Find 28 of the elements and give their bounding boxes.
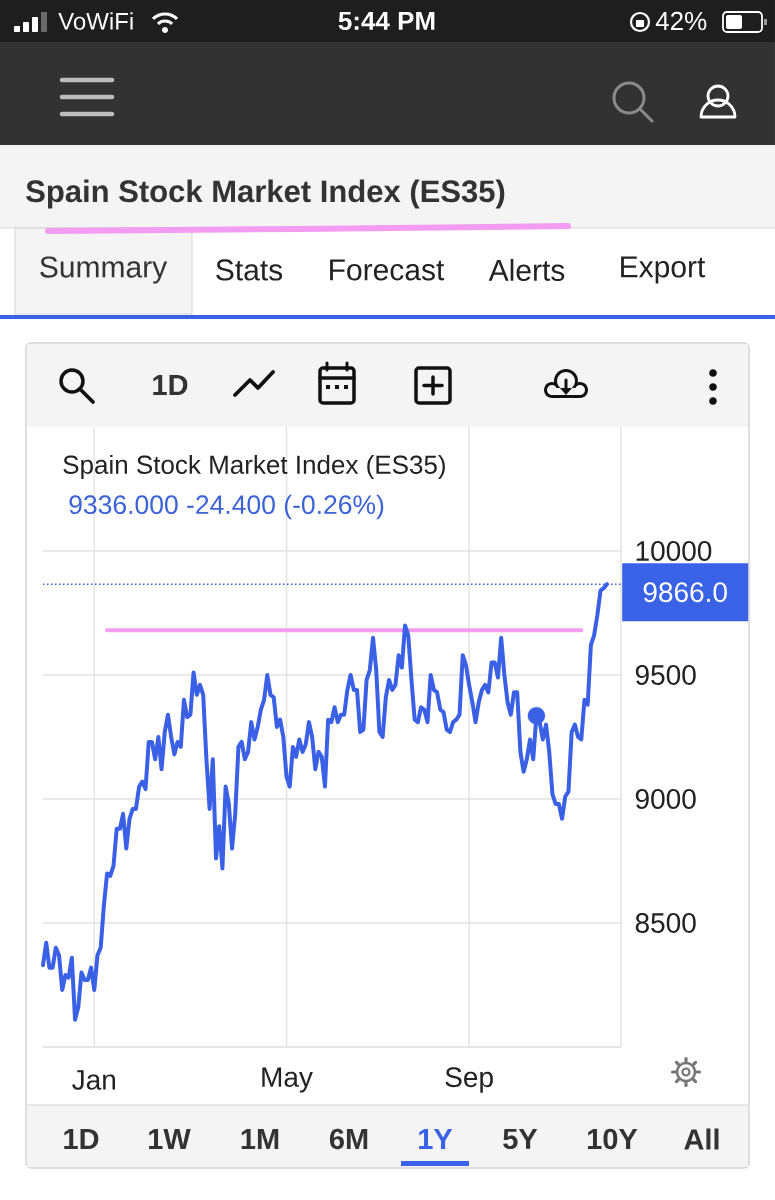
text: 5:44 PM	[338, 11, 435, 31]
y-tick-label: 9000	[635, 789, 696, 809]
y-tick-label: 9500	[635, 665, 696, 685]
x-tick-label: Sep	[445, 1067, 493, 1093]
text: All	[684, 1128, 719, 1150]
text: Alerts	[488, 258, 565, 282]
text: 42%	[655, 11, 707, 31]
text: 1Y	[419, 1129, 453, 1149]
ref-line-label: 9866.0	[643, 582, 727, 603]
text: Forecast	[330, 259, 445, 281]
text: Stats	[216, 259, 283, 281]
text: Summary	[40, 256, 168, 284]
text: Spain Stock Market Index (ES35)	[26, 179, 505, 209]
text: 1W	[149, 1129, 191, 1149]
x-tick-label: Jan	[72, 1070, 116, 1090]
text: 1D	[153, 375, 188, 395]
text: 1D	[64, 1129, 99, 1149]
text: 1M	[241, 1129, 279, 1149]
x-tick-label: May	[262, 1067, 313, 1093]
text: 6M	[329, 1128, 368, 1150]
text: 10Y	[588, 1128, 638, 1150]
y-tick-label: 10000	[636, 541, 712, 561]
text: 5Y	[503, 1128, 538, 1150]
text: 9336.000 -24.400 (-0.26%)	[69, 494, 384, 520]
y-tick-label: 8500	[635, 913, 696, 933]
text: VoWiFi	[58, 12, 133, 30]
text: Spain Stock Market Index (ES35)	[63, 454, 445, 480]
text: Export	[621, 256, 706, 284]
